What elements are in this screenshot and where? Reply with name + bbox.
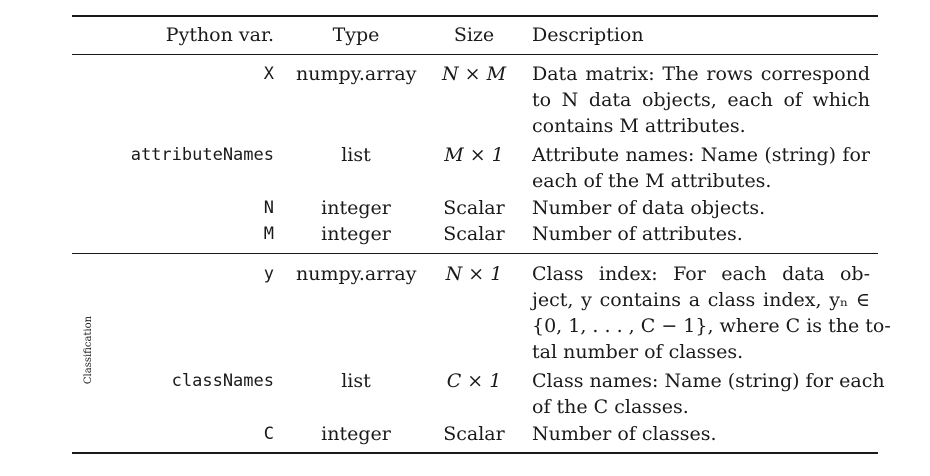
type-cell: list [341, 144, 371, 166]
var-cell: C [263, 424, 274, 444]
description-line: {0, 1, . . . , C − 1}, where C is the to… [532, 315, 891, 337]
header-type: Type [332, 24, 380, 46]
var-cell: classNames [171, 371, 274, 391]
description-line: Number of data objects. [532, 197, 766, 219]
description-cell: Data matrix: The rows correspond to N da… [532, 61, 870, 139]
description-line: to N data objects, each of which [532, 89, 870, 111]
section-rule [72, 253, 878, 254]
description-line: Attribute names: Name (string) for [532, 144, 870, 166]
description-line: Data matrix: The rows correspond [532, 63, 870, 85]
description-cell: Class index: For each data ob- ject, y c… [532, 261, 891, 365]
description-line: Number of attributes. [532, 223, 743, 245]
size-cell: N × M [441, 63, 507, 85]
var-cell: X [263, 64, 274, 84]
var-cell: attributeNames [130, 145, 274, 165]
type-cell: numpy.array [296, 263, 417, 285]
size-cell: Scalar [443, 197, 505, 219]
size-cell: Scalar [443, 423, 505, 445]
description-cell: Attribute names: Name (string) for each … [532, 142, 870, 194]
header-description: Description [532, 24, 644, 46]
description-line: of the C classes. [532, 396, 689, 418]
table-bottom-rule [72, 452, 878, 454]
description-cell: Class names: Name (string) for each of t… [532, 368, 885, 420]
size-cell: C × 1 [446, 370, 502, 392]
description-line: tal number of classes. [532, 341, 744, 363]
description-line: each of the M attributes. [532, 170, 772, 192]
description-line: Class names: Name (string) for each [532, 370, 885, 392]
type-cell: numpy.array [296, 63, 417, 85]
var-cell: M [263, 224, 274, 244]
table-top-rule [72, 15, 878, 17]
description-line: Number of classes. [532, 423, 717, 445]
description-line: ject, y contains a class index, yₙ ∈ [532, 289, 870, 311]
description-cell: Number of data objects. [532, 195, 870, 221]
type-cell: integer [321, 423, 391, 445]
classification-group-label: Classification [83, 315, 94, 385]
header-size: Size [453, 24, 495, 46]
header-python-var: Python var. [165, 24, 274, 46]
type-cell: integer [321, 223, 391, 245]
size-cell: Scalar [443, 223, 505, 245]
description-line: Class index: For each data ob- [532, 263, 870, 285]
type-cell: list [341, 370, 371, 392]
size-cell: M × 1 [444, 144, 504, 166]
size-cell: N × 1 [445, 263, 503, 285]
description-line: contains M attributes. [532, 115, 746, 137]
header-rule [72, 54, 878, 55]
var-cell: y [263, 264, 274, 284]
description-cell: Number of attributes. [532, 221, 870, 247]
type-cell: integer [321, 197, 391, 219]
var-cell: N [263, 198, 274, 218]
description-cell: Number of classes. [532, 421, 870, 447]
